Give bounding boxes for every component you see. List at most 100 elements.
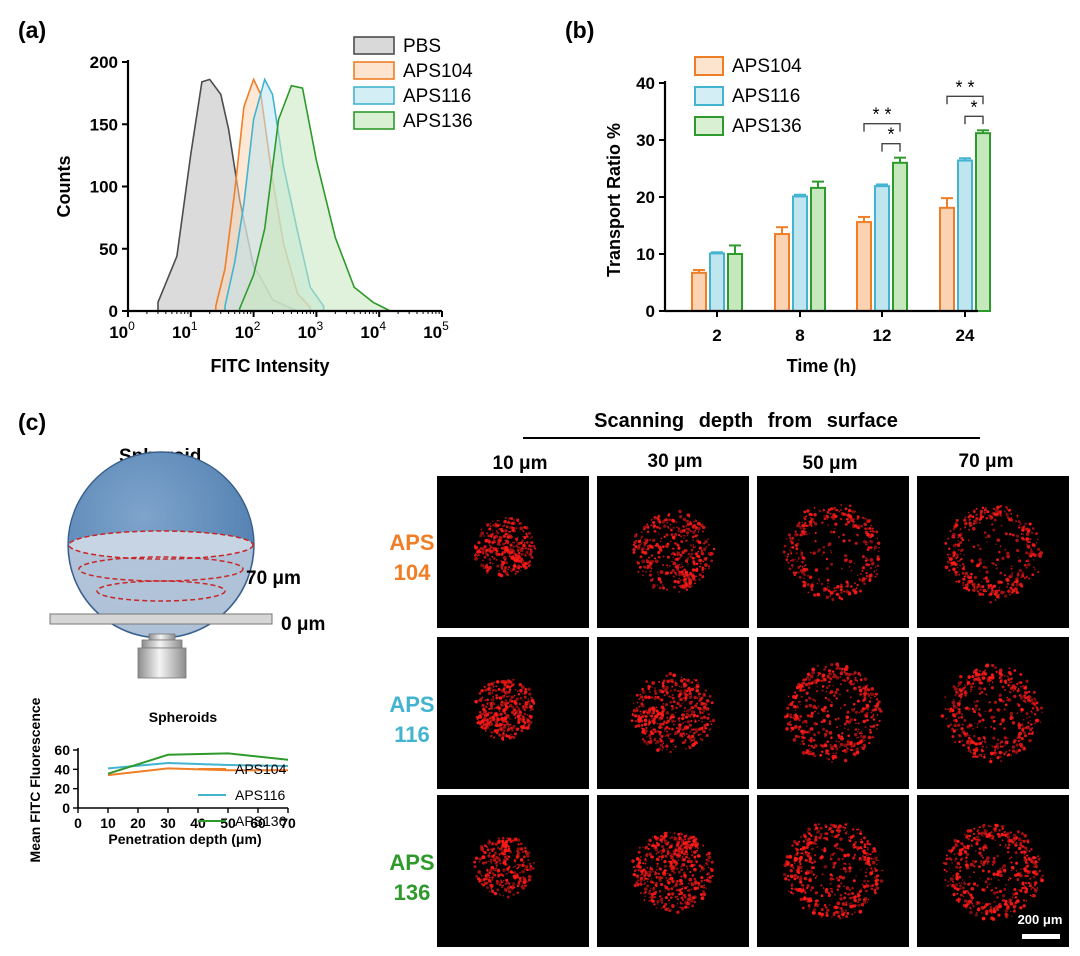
signal-dot: [969, 723, 973, 728]
signal-dot: [529, 709, 532, 712]
signal-dot: [970, 559, 974, 563]
signal-dot: [480, 845, 484, 849]
signal-dot: [963, 575, 966, 578]
signal-dot: [844, 522, 848, 526]
signal-dot: [861, 855, 865, 858]
signal-dot: [663, 859, 667, 864]
signal-dot: [685, 527, 688, 530]
signal-dot: [523, 526, 527, 529]
signal-dot: [679, 902, 683, 905]
signal-dot: [999, 755, 1002, 759]
signal-dot: [651, 859, 653, 861]
signal-dot: [639, 882, 643, 886]
signal-dot: [835, 509, 839, 512]
signal-dot: [986, 863, 989, 865]
signal-dot: [799, 856, 803, 860]
signal-dot: [800, 524, 803, 526]
signal-dot: [853, 898, 856, 901]
signal-dot: [687, 882, 690, 885]
signal-dot: [707, 879, 712, 884]
signal-dot: [825, 832, 829, 836]
signal-dot: [844, 554, 848, 558]
signal-dot: [841, 876, 846, 880]
signal-dot: [662, 700, 664, 702]
signal-dot: [1019, 739, 1022, 741]
signal-dot: [485, 548, 488, 550]
signal-dot: [871, 869, 873, 871]
signal-dot: [649, 578, 654, 582]
signal-dot: [867, 546, 870, 549]
signal-dot: [968, 528, 971, 531]
signal-dot: [842, 512, 847, 517]
signal-dot: [957, 701, 961, 705]
signal-dot: [648, 852, 652, 856]
signal-dot: [680, 566, 682, 569]
signal-dot: [829, 513, 832, 515]
signal-dot: [852, 673, 855, 676]
signal-dot: [1004, 912, 1008, 917]
signal-dot: [845, 715, 849, 719]
signal-dot: [976, 755, 979, 759]
legend-label-aps116: APS116: [235, 787, 286, 803]
signal-dot: [865, 889, 868, 893]
microscopy-tile: [757, 476, 909, 628]
signal-dot: [635, 881, 639, 885]
signal-dot: [957, 685, 960, 687]
signal-dot: [651, 717, 653, 720]
signal-dot: [951, 735, 955, 739]
signal-dot: [669, 733, 672, 735]
signal-dot: [667, 907, 670, 910]
signal-dot: [825, 751, 829, 755]
signal-dot: [858, 711, 861, 714]
signal-dot: [655, 740, 660, 744]
signal-dot: [483, 850, 487, 855]
signal-dot: [871, 708, 875, 712]
signal-dot: [807, 686, 811, 690]
signal-dot: [807, 831, 809, 833]
signal-dot: [485, 532, 489, 535]
signal-dot: [846, 853, 851, 857]
signal-dot: [977, 901, 981, 905]
signal-dot: [827, 676, 829, 679]
signal-dot: [485, 548, 489, 552]
signal-dot: [808, 739, 810, 742]
signal-dot: [527, 531, 531, 535]
signal-dot: [496, 730, 499, 733]
signal-dot: [704, 702, 708, 707]
signal-dot: [1006, 754, 1009, 757]
signal-dot: [1016, 736, 1020, 740]
signal-dot: [678, 698, 682, 702]
signal-dot: [690, 904, 695, 908]
depth-label-0: 0 μm: [281, 614, 325, 635]
signal-dot: [654, 557, 657, 560]
signal-dot: [1034, 698, 1037, 701]
signal-dot: [836, 726, 838, 728]
signal-dot: [637, 850, 641, 854]
signal-dot: [1023, 734, 1028, 738]
signal-dot: [697, 681, 699, 684]
signal-dot: [812, 841, 816, 845]
signal-dot: [979, 509, 984, 514]
x-tick-label: 50: [220, 815, 236, 831]
signal-dot: [669, 844, 673, 849]
signal-dot: [809, 674, 814, 679]
signal-dot: [954, 561, 957, 564]
signal-dot: [824, 665, 828, 669]
signal-dot: [1024, 538, 1027, 541]
signal-dot: [693, 520, 695, 523]
signal-dot: [814, 699, 817, 702]
signal-dot: [1023, 719, 1025, 721]
signal-dot: [490, 862, 493, 864]
signal-dot: [479, 857, 483, 861]
signal-dot: [789, 720, 792, 723]
signal-dot: [501, 694, 506, 699]
signal-dot: [670, 533, 674, 536]
signal-dot: [682, 732, 685, 734]
signal-dot: [522, 530, 525, 533]
signal-dot: [873, 571, 876, 573]
signal-dot: [867, 692, 869, 695]
signal-dot: [840, 868, 842, 870]
signal-dot: [1018, 889, 1020, 891]
signal-dot: [865, 704, 869, 707]
focal-plane-bottom: [96, 580, 226, 602]
